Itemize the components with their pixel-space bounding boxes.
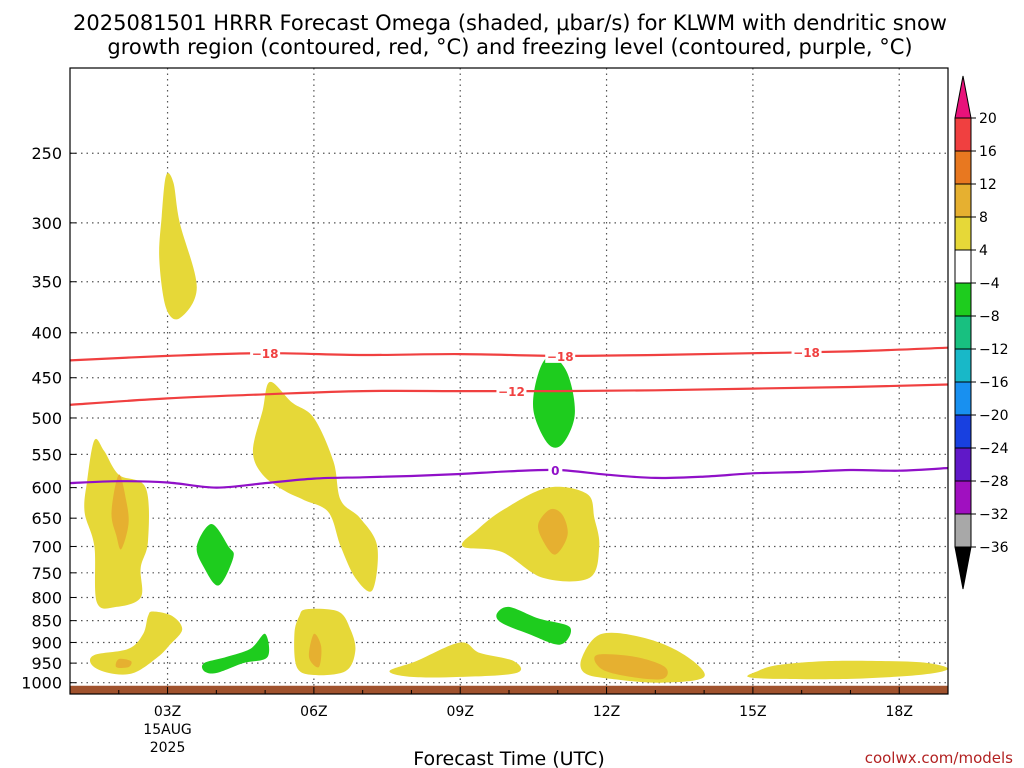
omega-region--4to-8-17 [496,606,572,645]
colorbar-label-9: −20 [979,408,1009,424]
colorbar-bin-9 [954,381,972,416]
omega-region-4to8-10 [389,642,522,678]
contour-line-freezing_0 [70,466,948,489]
chart-title-line-1: 2025081501 HRRR Forecast Omega (shaded, … [73,11,947,35]
x-tick-label-18Z: 18Z [886,704,913,720]
omega-region-4to8-3 [252,381,378,592]
omega-region-4to8-0 [159,173,197,320]
y-tick-label-700: 700 [31,537,62,556]
contour-label-freezing_0-0: 0 [551,464,559,478]
contour-label-dgz_-12-0: −12 [498,385,525,399]
contour-label-dgz_-18-2: −18 [793,346,820,360]
y-tick-label-850: 850 [31,612,62,631]
colorbar-bin-5 [954,249,972,284]
y-tick-label-550: 550 [31,445,62,464]
colorbar-bin-10 [954,414,972,449]
y-tick-label-1000: 1000 [21,674,62,693]
colorbar-label-8: −16 [979,375,1009,391]
y-tick-label-250: 250 [31,144,62,163]
omega-region-4to8-6 [89,611,183,675]
contour-label-bg [548,462,563,478]
omega-region-8to12-2 [111,474,129,550]
colorbar-bin-8 [954,348,972,383]
x-axis-ticks: 03Z 15AUG 2025 06Z 09Z 12Z 15Z 18Z [69,687,949,756]
colorbar-label-5: −4 [979,276,1000,292]
colorbar-label-2: 12 [979,177,997,193]
colorbar-label-0: 20 [979,111,997,127]
grid-lines [70,68,948,694]
colorbar-bin-2 [954,150,972,185]
contour-label-dgz_-18-1: −18 [547,350,574,364]
y-tick-label-350: 350 [31,273,62,292]
contour-label-bg [545,347,576,363]
x-tick-label-12Z: 12Z [593,704,620,720]
omega-region-8to12-12 [594,654,668,680]
omega-region--4to-8-15 [196,524,234,586]
contour-label-dgz_-18-0: −18 [252,347,279,361]
y-axis-ticks: 250 300 350 400 450 500 550 600 650 700 750 800 850 9… [21,144,76,693]
chart-title-line-2: growth region (contoured, red, °C) and f… [107,35,912,59]
y-tick-label-950: 950 [31,654,62,673]
x-tick-year: 2025 [150,740,186,756]
colorbar-bin-7 [954,315,972,350]
contour-lines: −18 −18 −18 −12 0 [70,344,948,489]
omega-region-4to8-13 [747,660,948,680]
omega-region-8to12-9 [308,633,322,668]
colorbar-label-7: −12 [979,342,1009,358]
colorbar-bin-6 [954,282,972,317]
omega-region--4to-8-16 [201,633,270,674]
colorbar-bin-3 [954,183,972,218]
x-tick-label-15Z: 15Z [739,704,766,720]
colorbar-arrow-bottom [954,546,972,590]
omega-region--4to-8-14 [533,355,575,448]
x-tick-date: 15AUG [143,722,192,738]
contour-label-bg [496,383,527,399]
y-tick-label-600: 600 [31,479,62,498]
contour-label-bg [250,345,281,361]
colorbar-arrow-top [954,75,972,119]
y-tick-label-500: 500 [31,409,62,428]
colorbar-bin-13 [954,513,972,548]
colorbar-bin-1 [954,117,972,152]
colorbar-bin-12 [954,480,972,515]
contour-label-bg [791,344,822,360]
y-tick-label-650: 650 [31,509,62,528]
colorbar-label-6: −8 [979,309,1000,325]
y-tick-label-300: 300 [31,214,62,233]
x-tick-label-09Z: 09Z [447,704,474,720]
colorbar-bin-4 [954,216,972,251]
y-tick-label-800: 800 [31,588,62,607]
colorbar: 20 16 12 8 4 −4 −8 −12 −16 −20 −24 −28 −32 −36 [954,75,1009,590]
y-tick-label-400: 400 [31,324,62,343]
colorbar-label-3: 8 [979,210,988,226]
omega-region-4to8-4 [461,486,600,582]
terrain-surface [70,685,948,694]
colorbar-label-13: −36 [979,540,1009,556]
y-tick-label-900: 900 [31,633,62,652]
plot-frame [69,67,949,695]
x-tick-label-06Z: 06Z [300,704,327,720]
x-tick-label-03Z: 03Z [154,704,181,720]
y-tick-label-750: 750 [31,564,62,583]
terrain-layer [70,685,948,694]
x-axis-title: Forecast Time (UTC) [413,748,604,768]
omega-shaded-regions [84,173,948,683]
omega-region-8to12-5 [538,508,568,555]
colorbar-label-12: −32 [979,507,1009,523]
y-tick-label-450: 450 [31,369,62,388]
colorbar-label-10: −24 [979,441,1009,457]
colorbar-label-11: −28 [979,474,1009,490]
colorbar-label-4: 4 [979,243,988,259]
colorbar-bin-11 [954,447,972,482]
site-credit: coolwx.com/models [865,749,1013,767]
omega-region-8to12-7 [115,658,132,669]
colorbar-label-1: 16 [979,144,997,160]
omega-region-4to8-8 [294,608,356,676]
